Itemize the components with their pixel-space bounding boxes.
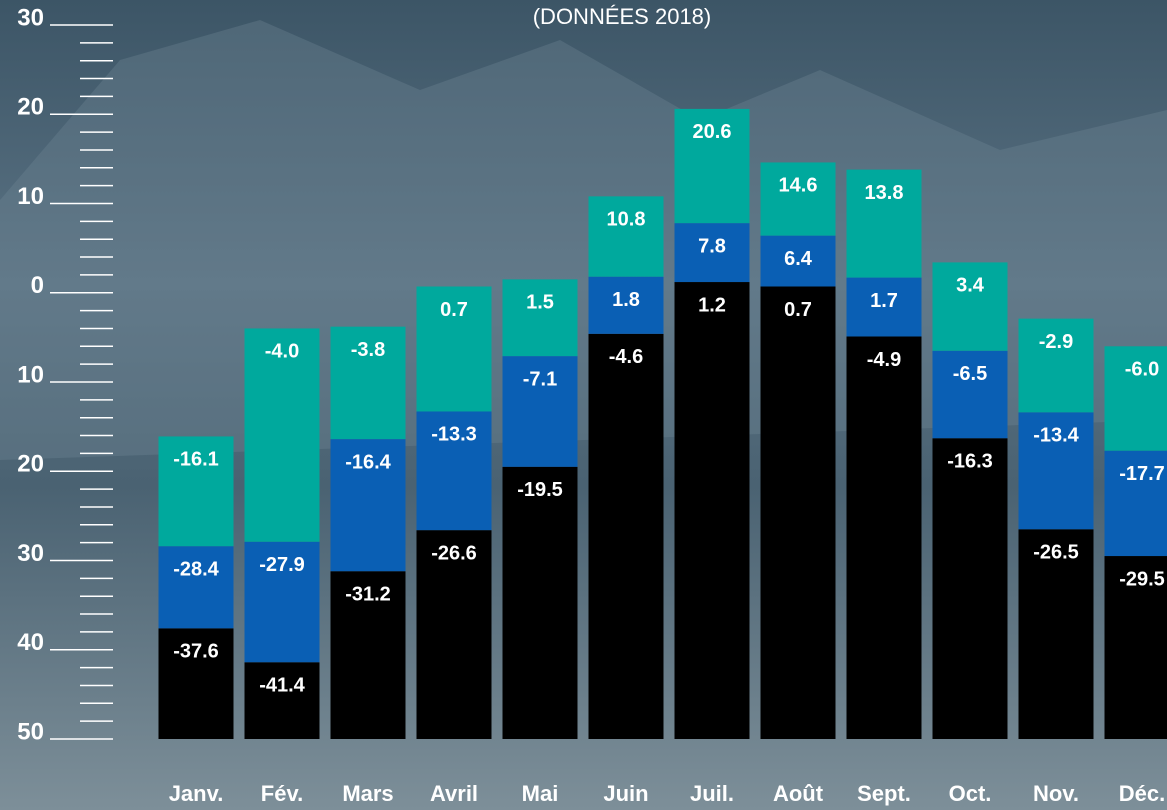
value-label: 0.7	[440, 299, 468, 321]
x-tick-label: Mars	[342, 781, 393, 806]
y-tick-label: 30	[17, 540, 44, 567]
value-label: -26.5	[1033, 542, 1079, 564]
value-label: -19.5	[517, 479, 563, 501]
value-label: -29.5	[1119, 568, 1165, 590]
value-label: 13.8	[865, 182, 904, 204]
y-tick-label: 30	[17, 4, 44, 31]
y-tick-label: 40	[17, 629, 44, 656]
bar-segment	[761, 287, 836, 739]
x-tick-label: Fév.	[261, 781, 303, 806]
bar-segment	[503, 467, 578, 739]
x-tick-label: Mai	[522, 781, 559, 806]
value-label: -16.1	[173, 449, 219, 471]
value-label: -2.9	[1039, 331, 1073, 353]
x-tick-label: Nov.	[1033, 781, 1079, 806]
y-tick-label: 0	[31, 272, 44, 299]
value-label: -26.6	[431, 542, 477, 564]
value-label: -28.4	[173, 559, 219, 581]
x-tick-label: Août	[773, 781, 824, 806]
value-label: -16.3	[947, 451, 993, 473]
value-label: 1.2	[698, 294, 726, 316]
x-tick-label: Sept.	[857, 781, 911, 806]
value-label: 1.5	[526, 292, 554, 314]
value-label: -13.4	[1033, 425, 1079, 447]
value-label: 20.6	[693, 121, 732, 143]
x-tick-label: Janv.	[169, 781, 224, 806]
value-label: -13.3	[431, 424, 477, 446]
x-tick-label: Déc.	[1119, 781, 1165, 806]
subtitle: (DONNÉES 2018)	[533, 4, 712, 29]
bar-segment	[675, 282, 750, 739]
bar-segment	[589, 334, 664, 739]
y-tick-label: 20	[17, 94, 44, 121]
chart: (DONNÉES 2018) 30 20 10 0 10 20 30 40 50 Janv. -37…	[0, 0, 1167, 810]
value-label: -16.4	[345, 451, 391, 473]
y-tick-label: 10	[17, 183, 44, 210]
y-tick-label: 10	[17, 361, 44, 388]
value-label: -31.2	[345, 583, 391, 605]
value-label: 6.4	[784, 248, 813, 270]
value-label: -17.7	[1119, 463, 1165, 485]
x-tick-label: Avril	[430, 781, 478, 806]
value-label: -4.6	[609, 346, 643, 368]
value-label: -6.0	[1125, 359, 1159, 381]
value-label: 3.4	[956, 275, 985, 297]
value-label: -7.1	[523, 368, 557, 390]
bar-segment	[847, 336, 922, 739]
value-label: 7.8	[698, 235, 726, 257]
value-label: -4.9	[867, 349, 901, 371]
y-tick-label: 50	[17, 718, 44, 745]
value-label: 1.8	[612, 289, 640, 311]
value-label: 10.8	[607, 209, 646, 231]
value-label: -6.5	[953, 363, 987, 385]
x-tick-label: Juin	[603, 781, 648, 806]
value-label: 14.6	[779, 175, 818, 197]
value-label: 1.7	[870, 290, 898, 312]
bar-segment	[933, 438, 1008, 739]
value-label: -41.4	[259, 675, 305, 697]
value-label: -3.8	[351, 339, 385, 361]
x-tick-label: Oct.	[949, 781, 992, 806]
bar-segment	[761, 162, 836, 235]
value-label: 0.7	[784, 299, 812, 321]
value-label: -4.0	[265, 341, 299, 363]
x-tick-label: Juil.	[690, 781, 734, 806]
value-label: -27.9	[259, 554, 305, 576]
value-label: -37.6	[173, 641, 219, 663]
y-tick-label: 20	[17, 451, 44, 478]
